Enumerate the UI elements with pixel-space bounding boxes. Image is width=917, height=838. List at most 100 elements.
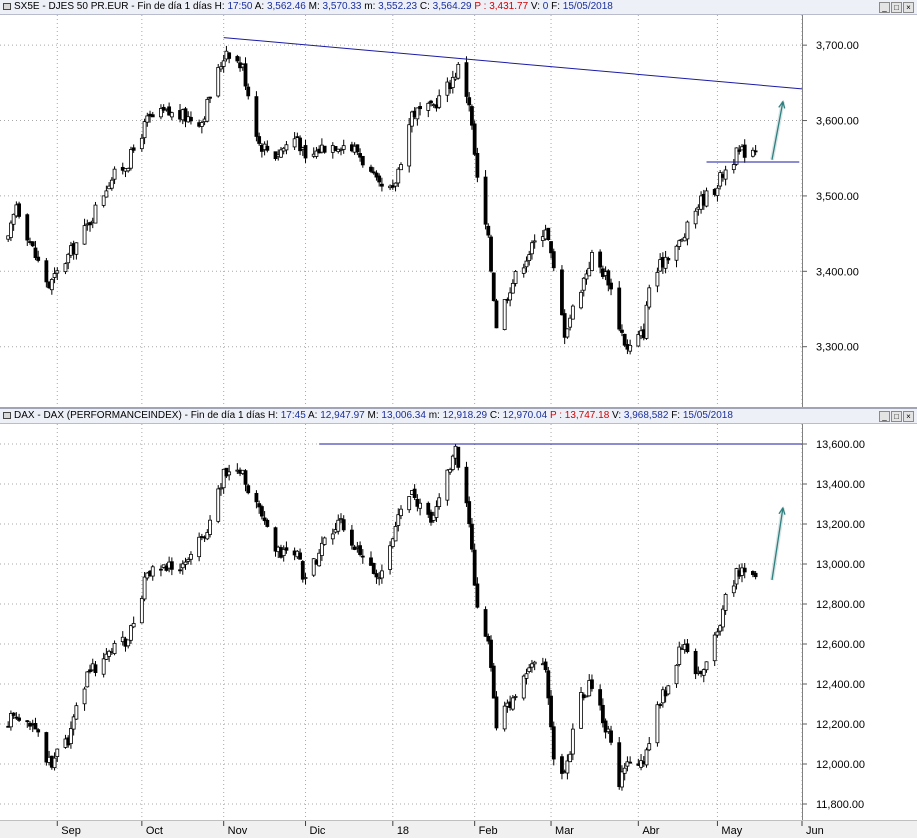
- candle: [467, 496, 472, 528]
- candle-body: [88, 669, 92, 673]
- candle: [489, 234, 493, 273]
- candle-body: [483, 609, 488, 637]
- candle: [663, 250, 668, 274]
- candle-body: [66, 253, 71, 264]
- candle: [486, 633, 491, 645]
- header-v-value: 3,968,582: [623, 410, 669, 421]
- candle: [311, 558, 316, 578]
- header-a-label: A:: [308, 410, 318, 421]
- candle: [723, 165, 728, 186]
- candle: [530, 240, 534, 260]
- candle-body: [55, 270, 60, 274]
- candle-body: [300, 561, 305, 580]
- minimize-button[interactable]: _: [879, 411, 890, 422]
- candle: [44, 731, 49, 766]
- candle-body: [186, 559, 191, 562]
- candle: [243, 57, 248, 91]
- candle-body: [396, 168, 401, 184]
- candle-body: [265, 519, 270, 527]
- candle-body: [33, 247, 38, 258]
- candle-body: [527, 667, 532, 672]
- candle: [590, 249, 594, 272]
- close-button[interactable]: ×: [903, 2, 914, 13]
- candle: [259, 504, 264, 520]
- header-v-label: V:: [530, 1, 540, 12]
- candle: [104, 185, 109, 198]
- header-f-label: F:: [671, 410, 681, 421]
- candle-body: [513, 270, 518, 284]
- candle: [470, 517, 474, 553]
- trend-line: [223, 37, 803, 90]
- close-button[interactable]: ×: [903, 411, 914, 422]
- candle: [396, 508, 401, 532]
- dax-plot[interactable]: 11,800.00 12,000.00 12,200.00 12,400.00 12,6…: [0, 424, 917, 820]
- candle: [25, 720, 30, 728]
- header-a-label: A:: [254, 1, 265, 12]
- minimize-button[interactable]: _: [879, 2, 890, 13]
- sx5e-window-controls: _ □ ×: [878, 1, 914, 13]
- candle: [570, 723, 575, 761]
- candle: [11, 712, 16, 719]
- candle: [104, 648, 109, 661]
- candle: [475, 577, 480, 609]
- panel-divider[interactable]: [0, 407, 917, 409]
- candle: [644, 747, 649, 768]
- maximize-button[interactable]: □: [891, 411, 902, 422]
- candle-body: [303, 145, 308, 159]
- sx5e-plot[interactable]: 3,300.00 3,400.00 3,500.00 3,600.00 3,700.00: [0, 15, 917, 407]
- candle-body: [456, 446, 461, 468]
- candle-body: [510, 697, 515, 710]
- candle-body: [399, 164, 403, 171]
- candle-body: [579, 291, 583, 309]
- candle: [298, 548, 302, 560]
- dax-chart-svg[interactable]: 11,800.00 12,000.00 12,200.00 12,400.00 12,6…: [0, 424, 917, 820]
- candle: [472, 543, 477, 586]
- candle-body: [704, 190, 709, 207]
- candle: [9, 710, 13, 731]
- candle-body: [598, 251, 603, 268]
- candle-body: [731, 585, 736, 594]
- candle-body: [486, 225, 491, 236]
- y-tick-label: 11,800.00: [816, 799, 864, 811]
- candle-body: [221, 468, 226, 489]
- candle-body: [606, 270, 611, 286]
- candle-body: [243, 470, 248, 485]
- candle-body: [205, 532, 210, 540]
- candle: [527, 250, 532, 266]
- candle-body: [715, 187, 720, 196]
- candle: [169, 111, 174, 121]
- candle-body: [598, 689, 603, 706]
- candle-body: [44, 732, 49, 763]
- candle: [109, 177, 114, 191]
- candle: [189, 111, 193, 125]
- candle-body: [129, 149, 133, 169]
- candle: [150, 111, 155, 118]
- candle: [407, 496, 412, 513]
- candle-body: [731, 164, 736, 171]
- chart-window-icon[interactable]: [3, 412, 11, 419]
- candle-body: [579, 692, 583, 729]
- candle-body: [139, 137, 144, 150]
- candle-body: [546, 227, 551, 240]
- candle-body: [55, 748, 60, 757]
- candle: [183, 106, 188, 128]
- maximize-button[interactable]: □: [891, 2, 902, 13]
- candle: [281, 545, 286, 562]
- chart-window-icon[interactable]: [3, 3, 11, 10]
- x-tick-label: Jun: [806, 825, 824, 837]
- candle: [521, 674, 526, 701]
- candle-body: [369, 166, 373, 172]
- candle-body: [178, 569, 182, 572]
- candle: [603, 718, 608, 739]
- date-axis[interactable]: Sep Oct Nov Dic 18 Feb Mar Abr May Jun: [0, 820, 917, 838]
- header-min-label: m:: [428, 410, 440, 421]
- x-tick-label: Dic: [310, 825, 326, 837]
- candle: [753, 571, 758, 580]
- candle: [532, 234, 537, 249]
- candle: [139, 133, 144, 152]
- y-tick-label: 12,200.00: [816, 719, 865, 731]
- header-a-value: 3,562.46: [266, 1, 306, 12]
- candle: [549, 690, 553, 731]
- candle-body: [448, 469, 453, 473]
- sx5e-chart-svg[interactable]: 3,300.00 3,400.00 3,500.00 3,600.00 3,700.00: [0, 15, 917, 407]
